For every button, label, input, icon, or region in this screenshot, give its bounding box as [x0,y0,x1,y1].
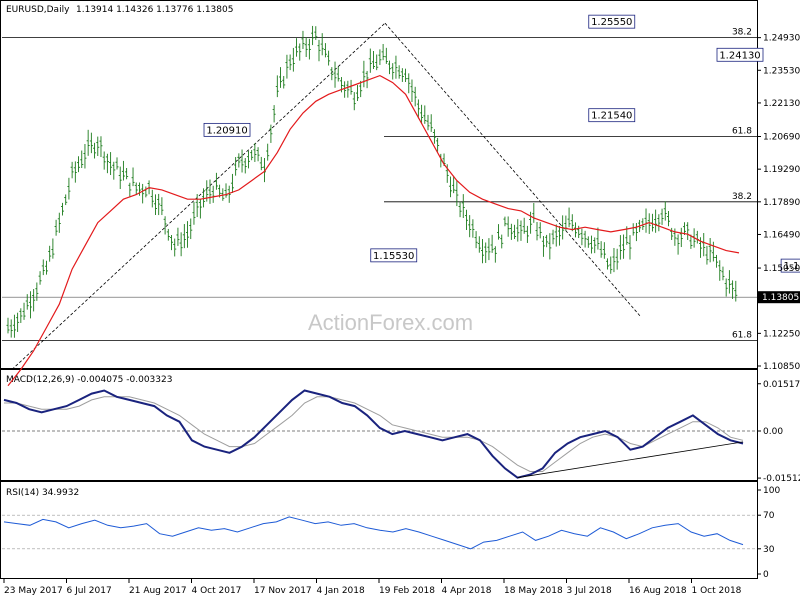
macd-tick-label-2: -0.015126 [763,474,800,484]
chart-header-ohlc: 1.13914 1.14326 1.13776 1.13805 [76,5,233,15]
price-tick-label-9: 1.10850 [763,362,800,372]
price-tick-label-2: 1.22130 [763,99,800,109]
trendline-down [384,22,641,317]
price-levels: 38.2 61.8 38.2 61.8 [2,22,757,370]
price-label-box [716,47,764,62]
x-tick-label-2: 21 Aug 2017 [129,586,187,596]
price-label-box [588,108,636,123]
price-tick-label-4: 1.19290 [763,165,800,175]
price-tick-label-3: 1.20690 [763,133,800,143]
price-y-axis: 1.24930 1.23530 1.22130 1.20690 1.19290 1.178… [757,34,800,372]
price-tick-label-8: 1.12250 [763,329,800,339]
fib-label-0: 38.2 [732,28,752,38]
macd-trendline [517,441,744,479]
rsi-layer: 100 70 30 0 [2,486,780,580]
macd-line [3,389,744,479]
rsi-tick-label-3: 0 [763,570,769,580]
macd-tick-label-0: 0.015178 [763,380,800,390]
price-label-2: 1.21540 [591,111,632,122]
price-tick-label-5: 1.17890 [763,198,800,208]
rsi-panel-frame [0,481,758,579]
macd-signal-line [4,396,744,472]
rsi-title: RSI(14) 34.9932 [6,488,79,498]
macd-tick-label-1: 0.00 [763,427,783,437]
x-tick-label-10: 16 Aug 2018 [629,586,687,596]
price-label-3: 1.20910 [206,125,247,136]
x-tick-label-9: 3 Jul 2018 [567,586,612,596]
price-label-box [370,248,418,263]
price-tick-label-0: 1.24930 [763,34,800,44]
rsi-tick-label-1: 70 [763,511,775,521]
price-label-0: 1.25550 [591,17,632,28]
fib-label-2: 38.2 [732,192,752,202]
price-tick-label-7: 1.15050 [763,264,800,274]
x-tick-label-1: 6 Jul 2017 [67,586,112,596]
x-tick-label-6: 19 Feb 2018 [379,586,435,596]
current-price-label: 1.13805 [762,293,799,303]
rsi-line [3,516,744,550]
fib-label-3: 61.8 [732,330,752,340]
x-tick-label-0: 23 May 2017 [4,586,63,596]
price-annotations: 1.25550 1.24130 1.21540 1.20910 1.15530 1.150… [203,14,800,273]
price-label-1: 1.24130 [719,50,760,61]
rsi-tick-label-0: 100 [763,486,780,496]
chart-header-symbol: EURUSD,Daily [6,5,70,15]
price-label-box [780,258,800,273]
macd-panel-frame [0,369,758,481]
x-axis: 23 May 2017 6 Jul 2017 21 Aug 2017 4 Oct 20… [3,579,742,596]
price-label-5: 1.15090 [783,261,800,272]
x-tick-label-8: 18 May 2018 [504,586,563,596]
price-label-4: 1.15530 [373,251,414,262]
macd-layer: 0.015178 0.00 -0.015126 [2,380,800,484]
x-tick-label-11: 1 Oct 2018 [692,586,742,596]
fib-label-1: 61.8 [732,127,752,137]
price-candles [6,25,738,338]
x-tick-label-4: 17 Nov 2017 [254,586,312,596]
moving-average-line [7,74,740,387]
watermark-text: ActionForex.com [308,310,473,335]
x-tick-label-3: 4 Oct 2017 [192,586,242,596]
price-tick-label-1: 1.23530 [763,66,800,76]
x-tick-label-7: 4 Apr 2018 [442,586,492,596]
price-panel-frame [0,0,758,369]
price-label-box [588,14,636,29]
price-tick-label-6: 1.16490 [763,230,800,240]
rsi-tick-label-2: 30 [763,545,775,555]
moving-average [7,74,740,387]
price-label-box [203,122,251,137]
x-tick-label-5: 4 Jan 2018 [317,586,365,596]
current-price-badge [758,291,800,304]
macd-title: MACD(12,26,9) -0.004075 -0.003323 [6,375,172,385]
